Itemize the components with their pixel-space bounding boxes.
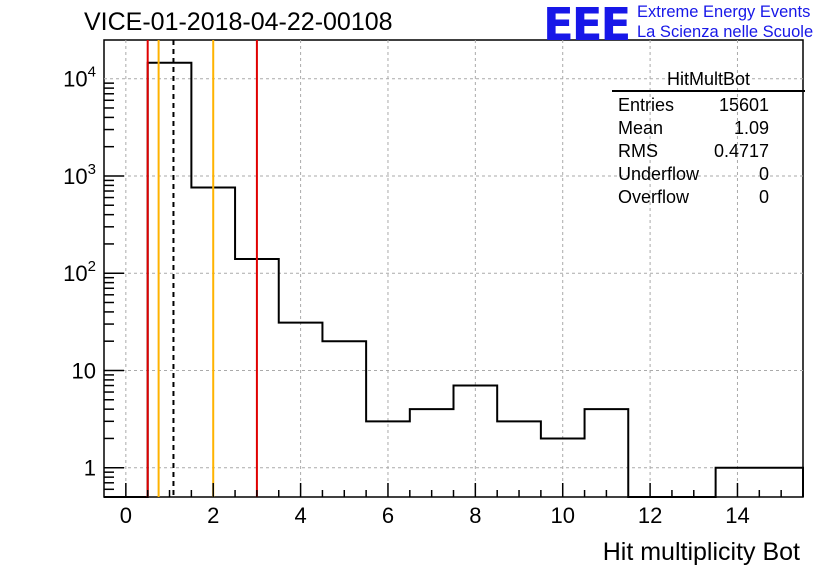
y-tick-label: 103 bbox=[63, 161, 96, 189]
stats-value: 0.4717 bbox=[713, 141, 769, 161]
stats-row-mean: Mean 1.09 bbox=[612, 117, 805, 140]
axis-ticks: 0 2 4 6 8 10 12 14 1 10 102 103 104 bbox=[63, 64, 782, 528]
stats-value: 1.09 bbox=[733, 118, 769, 138]
stats-value: 0 bbox=[758, 187, 769, 207]
histogram-bin bbox=[585, 409, 629, 497]
x-tick-label: 8 bbox=[469, 503, 481, 528]
x-tick-label: 0 bbox=[120, 503, 132, 528]
logo-caption: Extreme Energy Events La Scienza nelle S… bbox=[637, 2, 813, 42]
logo-line-1: Extreme Energy Events bbox=[637, 3, 811, 21]
x-axis-label: Hit multiplicity Bot bbox=[603, 538, 800, 566]
histogram-bin bbox=[410, 409, 454, 497]
x-tick-label: 12 bbox=[638, 503, 662, 528]
marker-lines bbox=[146, 40, 258, 497]
x-tick-label: 2 bbox=[207, 503, 219, 528]
y-tick-label: 104 bbox=[63, 64, 96, 92]
stats-label: Entries bbox=[618, 95, 675, 115]
histogram-bin bbox=[497, 421, 541, 497]
x-tick-label: 14 bbox=[725, 503, 749, 528]
chart-title: VICE-01-2018-04-22-00108 bbox=[84, 8, 393, 36]
histogram-bin bbox=[322, 341, 366, 497]
stats-value: 0 bbox=[758, 164, 769, 184]
stats-value: 15601 bbox=[718, 95, 769, 115]
stats-label: Underflow bbox=[618, 164, 700, 184]
stats-row-entries: Entries 15601 bbox=[612, 94, 805, 117]
y-tick-label: 1 bbox=[84, 456, 96, 481]
stats-row-rms: RMS 0.4717 bbox=[612, 140, 805, 163]
stats-row-overflow: Overflow 0 bbox=[612, 186, 805, 209]
x-tick-label: 4 bbox=[294, 503, 306, 528]
eee-logo: EEE bbox=[543, 0, 631, 51]
stats-label: Mean bbox=[618, 118, 664, 138]
x-tick-label: 10 bbox=[550, 503, 574, 528]
stats-title: HitMultBot bbox=[666, 69, 751, 89]
stats-divider bbox=[612, 90, 805, 92]
y-tick-label: 10 bbox=[72, 358, 96, 383]
histogram-bin bbox=[148, 63, 192, 497]
y-tick-label: 102 bbox=[63, 258, 96, 286]
stats-row-underflow: Underflow 0 bbox=[612, 163, 805, 186]
stats-label: RMS bbox=[618, 141, 658, 161]
stats-label: Overflow bbox=[618, 187, 690, 207]
logo-line-2: La Scienza nelle Scuole bbox=[637, 23, 814, 41]
x-tick-label: 6 bbox=[382, 503, 394, 528]
stats-box: HitMultBot Entries 15601 Mean 1.09 RMS 0… bbox=[612, 68, 805, 209]
